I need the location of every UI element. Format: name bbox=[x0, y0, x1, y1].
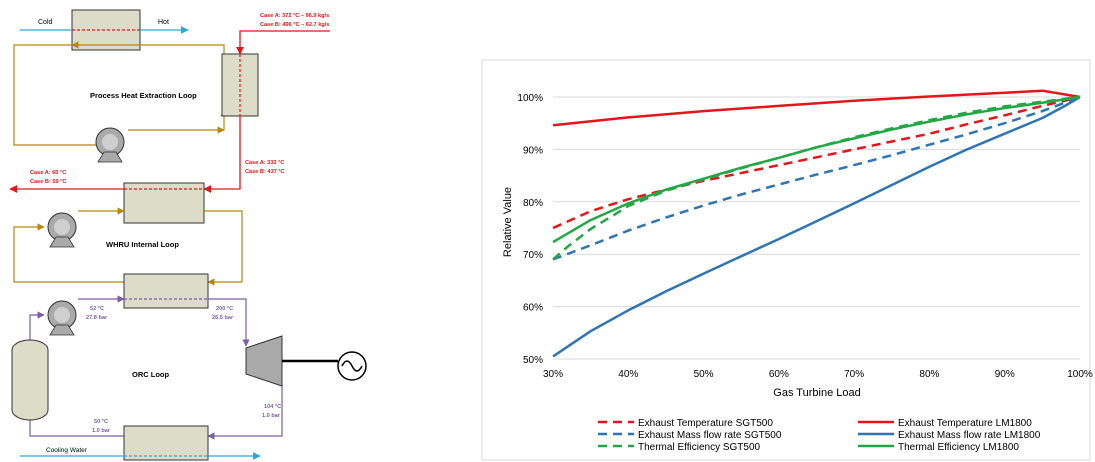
series-line bbox=[552, 89, 1081, 127]
x-tick-label: 100% bbox=[1067, 369, 1093, 380]
mid-case-b: Case B: 437 °C bbox=[245, 169, 285, 175]
out-case-a: Case A: 60 °C bbox=[30, 170, 66, 176]
x-tick-label: 60% bbox=[769, 369, 789, 380]
x-tick-label: 70% bbox=[844, 369, 864, 380]
orc-condenser bbox=[123, 425, 209, 461]
x-axis-ticks: 30% 40% 50% 60% 70% 80% 90% 100% bbox=[543, 369, 1093, 380]
generator-icon bbox=[337, 351, 367, 381]
exhaust-mid-line bbox=[203, 116, 241, 193]
y-tick-label: 90% bbox=[523, 145, 543, 156]
y-tick-label: 70% bbox=[523, 250, 543, 261]
cooling-water-label: Cooling Water bbox=[46, 447, 88, 454]
y-tick-label: 50% bbox=[523, 355, 543, 366]
y-axis-label: Relative Value bbox=[502, 187, 514, 257]
y-axis-ticks: 50% 60% 70% 80% 90% 100% bbox=[517, 93, 543, 366]
cold-label: Cold bbox=[38, 19, 53, 26]
y-tick-label: 80% bbox=[523, 198, 543, 209]
x-tick-label: 30% bbox=[543, 369, 563, 380]
orc-turbine-out-pressure: 1.0 bar bbox=[262, 413, 281, 419]
orc-turbine bbox=[245, 335, 338, 387]
whru-loop-label: WHRU Internal Loop bbox=[106, 240, 179, 249]
orc-turbine-in-temp: 200 °C bbox=[216, 306, 233, 312]
x-tick-label: 90% bbox=[995, 369, 1015, 380]
orc-pump bbox=[47, 300, 77, 336]
series-line bbox=[552, 95, 1081, 358]
whru-loop-return bbox=[13, 223, 124, 283]
orc-pump-pressure: 27.8 bar bbox=[86, 315, 108, 321]
orc-condenser-to-tank bbox=[26, 413, 124, 437]
orc-loop-label: ORC Loop bbox=[132, 370, 169, 379]
whru-loop-outer bbox=[204, 210, 243, 286]
series-line bbox=[552, 95, 1081, 261]
orc-turbine-in-pressure: 26.5 bar bbox=[212, 315, 234, 321]
series-line bbox=[552, 95, 1081, 230]
whru-heat-exchanger bbox=[123, 182, 205, 224]
process-loop-label: Process Heat Extraction Loop bbox=[90, 91, 197, 100]
legend-label: Exhaust Mass flow rate LM1800 bbox=[898, 430, 1041, 441]
process-loop-top bbox=[13, 44, 225, 146]
whru-pump bbox=[47, 212, 77, 248]
x-tick-label: 40% bbox=[618, 369, 638, 380]
orc-pump-temp: 52 °C bbox=[90, 306, 104, 312]
legend-label: Thermal Efficiency LM1800 bbox=[898, 442, 1019, 453]
process-diagram: Cold Hot Process Heat Extraction Loop Ca… bbox=[9, 9, 367, 461]
x-axis-label: Gas Turbine Load bbox=[773, 387, 860, 399]
orc-condenser-pressure: 1.0 bar bbox=[92, 428, 111, 434]
legend-label: Exhaust Temperature LM1800 bbox=[898, 418, 1032, 429]
chart-frame bbox=[481, 59, 1091, 461]
legend-label: Thermal Efficiency SGT500 bbox=[638, 442, 761, 453]
out-case-b: Case B: 59 °C bbox=[30, 179, 66, 185]
legend-label: Exhaust Temperature SGT500 bbox=[638, 418, 773, 429]
orc-evaporator bbox=[123, 273, 209, 309]
exhaust-heat-exchanger bbox=[221, 53, 259, 117]
orc-condenser-temp: 50 °C bbox=[94, 419, 108, 425]
exhaust-in-case-a: Case A: 372 °C – 96.9 kg/s bbox=[260, 13, 329, 19]
orc-tank-to-pump bbox=[29, 311, 45, 346]
legend-label: Exhaust Mass flow rate SGT500 bbox=[638, 430, 782, 441]
hot-label: Hot bbox=[158, 19, 169, 26]
series-line bbox=[552, 95, 1081, 261]
x-tick-label: 50% bbox=[694, 369, 714, 380]
series-line bbox=[552, 95, 1081, 244]
exhaust-in-case-b: Case B: 496 °C – 62.7 kg/s bbox=[260, 22, 329, 28]
orc-turbine-out-temp: 104 °C bbox=[264, 404, 281, 410]
chart-series bbox=[552, 89, 1081, 358]
orc-receiver-tank bbox=[11, 339, 49, 421]
orc-evap-to-turbine bbox=[208, 298, 250, 347]
y-tick-label: 100% bbox=[517, 93, 543, 104]
exhaust-inlet-line bbox=[236, 30, 330, 55]
process-heat-exchanger bbox=[71, 9, 141, 51]
mid-case-a: Case A: 333 °C bbox=[245, 160, 284, 166]
orc-turbine-to-condenser bbox=[207, 384, 283, 440]
y-tick-label: 60% bbox=[523, 303, 543, 314]
x-tick-label: 80% bbox=[919, 369, 939, 380]
process-pump bbox=[95, 127, 125, 163]
